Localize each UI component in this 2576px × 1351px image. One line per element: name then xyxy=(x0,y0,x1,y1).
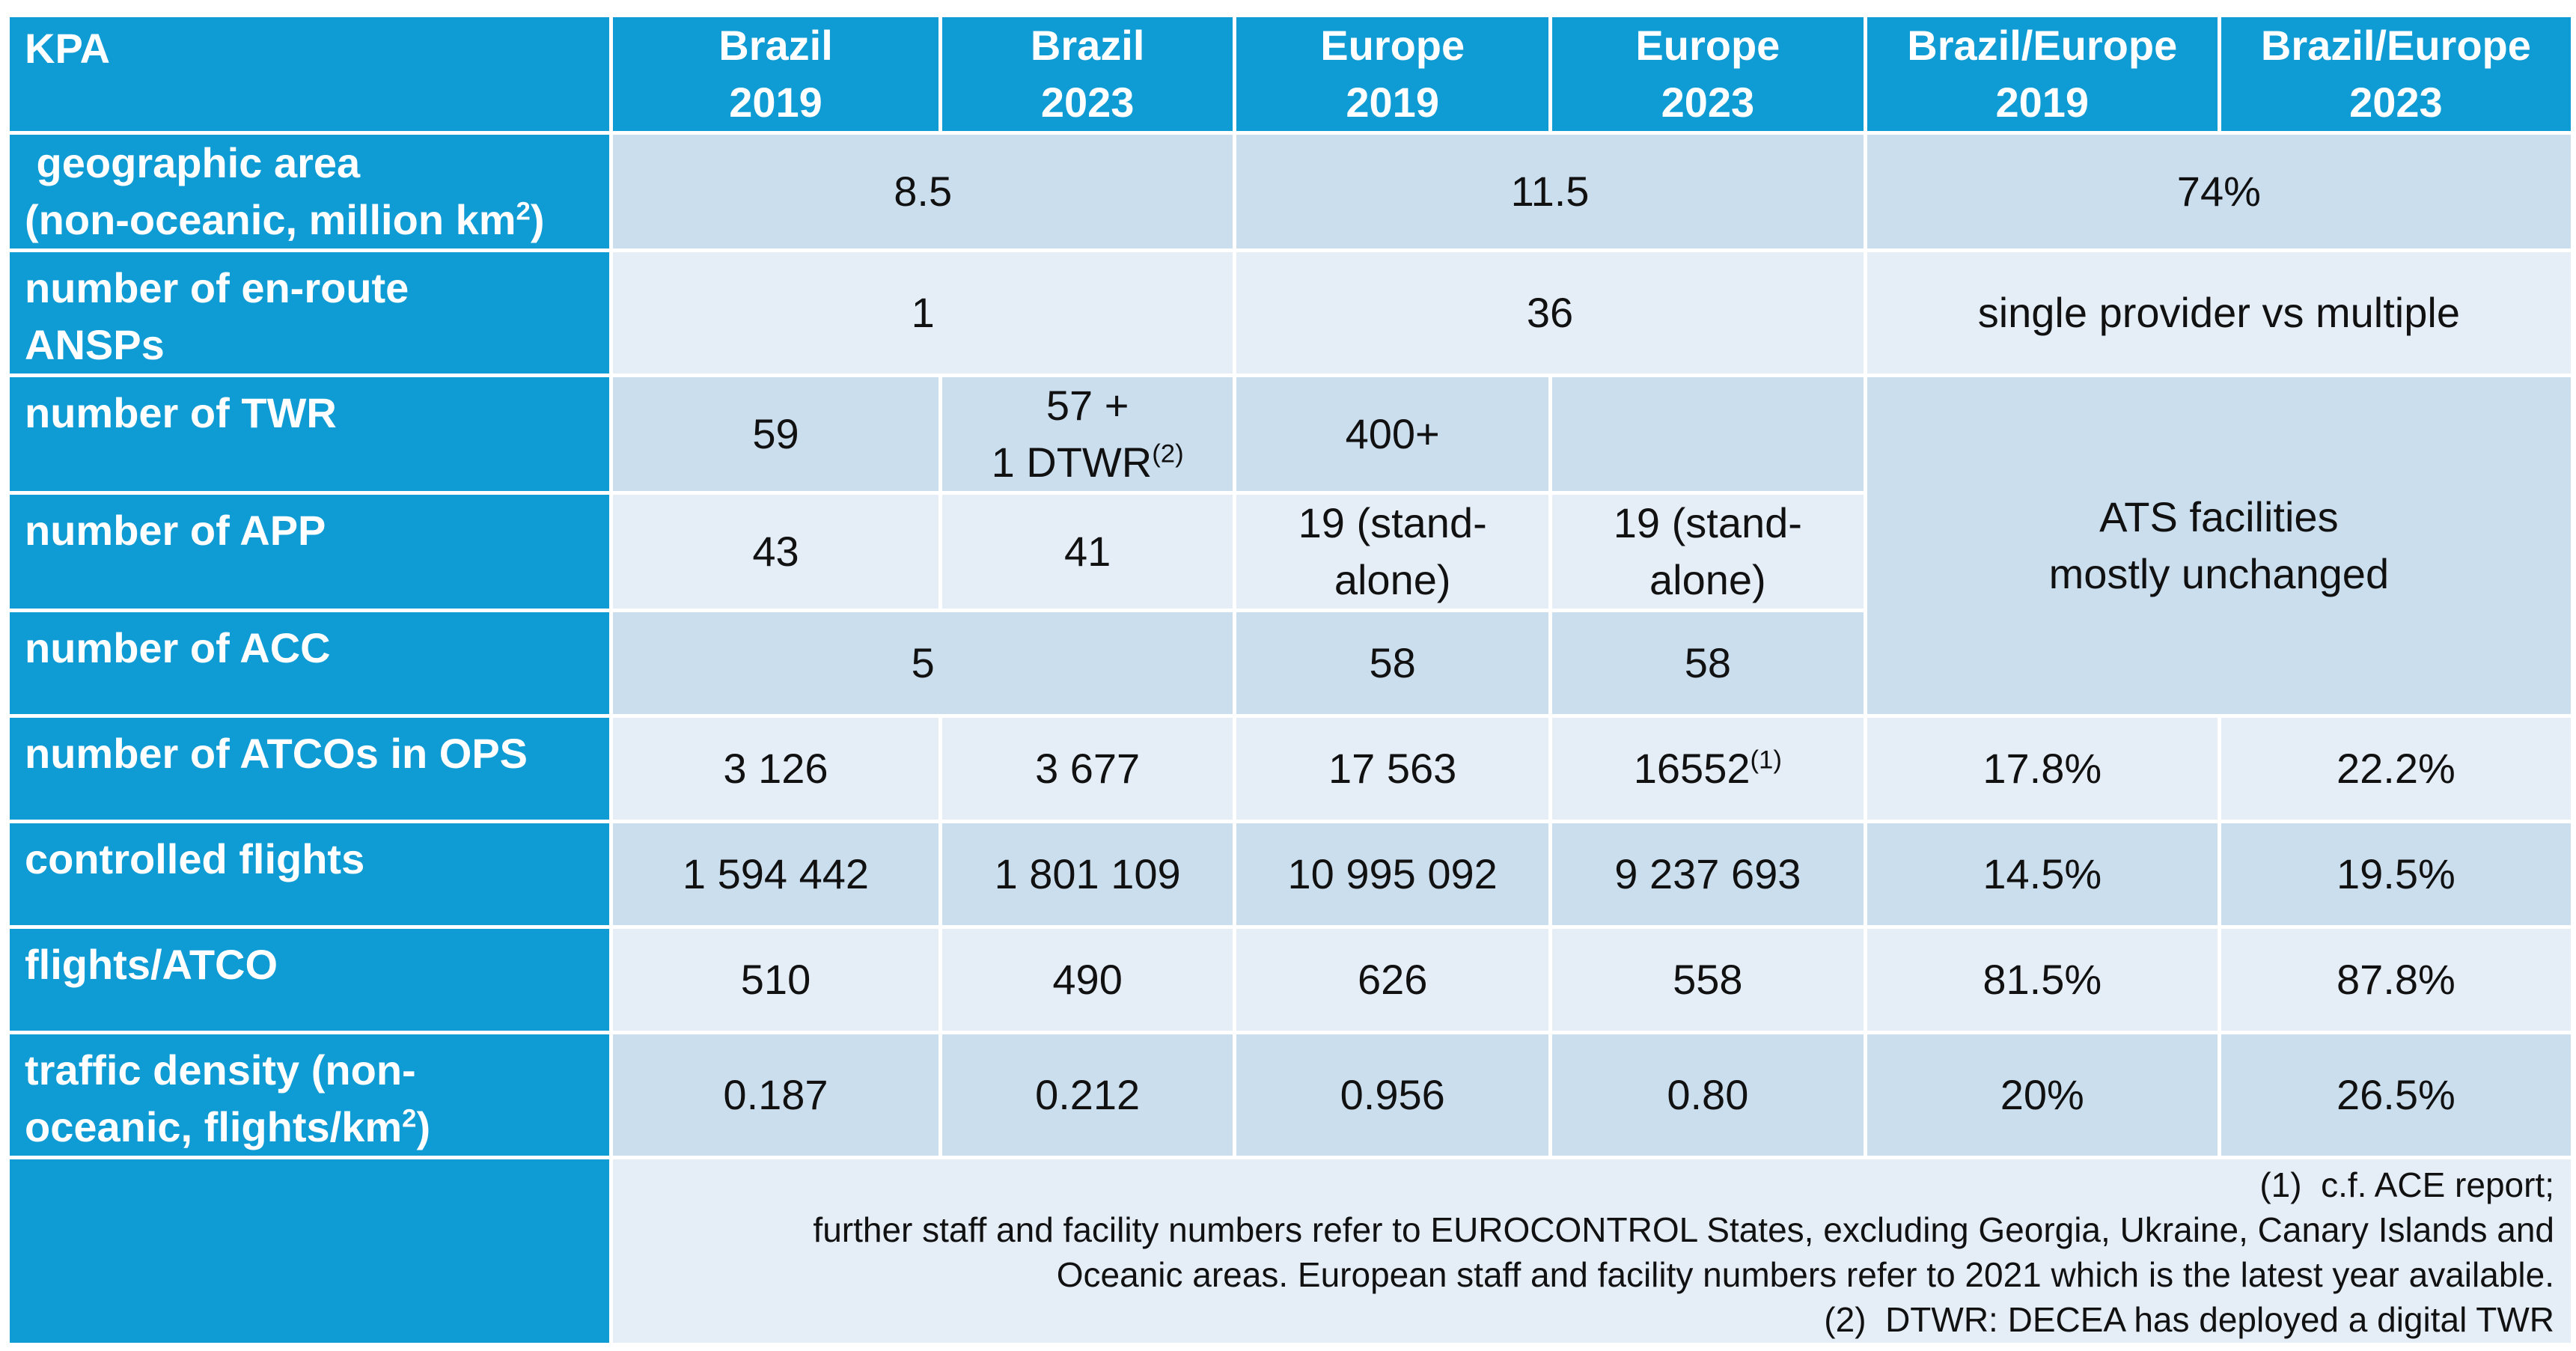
cell-geo-brazil: 8.5 xyxy=(613,135,1233,248)
cell-fpa-ratio-2019: 81.5% xyxy=(1867,929,2218,1031)
col-header-brazil-2019: Brazil 2019 xyxy=(613,17,938,131)
col-header-ratio-2023: Brazil/Europe 2023 xyxy=(2221,17,2571,131)
row-notes: (1) c.f. ACE report; further staff and f… xyxy=(10,1159,2571,1343)
cell-flights-europe-2023: 9 237 693 xyxy=(1552,823,1864,925)
col-header-europe-2023: Europe 2023 xyxy=(1552,17,1864,131)
cell-geo-ratio: 74% xyxy=(1867,135,2571,248)
cell-app-brazil-2023: 41 xyxy=(941,495,1233,609)
cell-fpa-brazil-2019: 510 xyxy=(613,929,938,1031)
row-label-controlled-flights: controlled flights xyxy=(10,823,610,925)
cell-flights-ratio-2019: 14.5% xyxy=(1867,823,2218,925)
cell-twr-brazil-2023: 57 + 1 DTWR(2) xyxy=(941,377,1233,491)
cell-density-ratio-2023: 26.5% xyxy=(2221,1034,2571,1156)
cell-app-brazil-2019: 43 xyxy=(613,495,938,609)
cell-acc-europe-2019: 58 xyxy=(1236,612,1549,714)
cell-acc-europe-2023: 58 xyxy=(1552,612,1864,714)
cell-twr-europe-2023 xyxy=(1552,377,1864,491)
cell-density-europe-2023: 0.80 xyxy=(1552,1034,1864,1156)
row-label-enroute-ansps: number of en-route ANSPs xyxy=(10,252,610,373)
row-controlled-flights: controlled flights 1 594 442 1 801 109 1… xyxy=(10,823,2571,925)
cell-atcos-ratio-2019: 17.8% xyxy=(1867,718,2218,820)
row-twr: number of TWR 59 57 + 1 DTWR(2) 400+ ATS… xyxy=(10,377,2571,714)
cell-acc-brazil: 5 xyxy=(613,612,1233,714)
footnote-scope: further staff and facility numbers refer… xyxy=(813,1210,2554,1249)
col-header-ratio-2019: Brazil/Europe 2019 xyxy=(1867,17,2218,131)
cell-fpa-europe-2023: 558 xyxy=(1552,929,1864,1031)
row-geographic-area: geographic area (non-oceanic, million km… xyxy=(10,135,2571,248)
row-acc: number of ACC 5 58 58 xyxy=(10,612,2571,714)
row-label-flights-per-atco: flights/ATCO xyxy=(10,929,610,1031)
cell-twr-europe-2019: 400+ xyxy=(1236,377,1549,491)
row-label-geographic-area: geographic area (non-oceanic, million km… xyxy=(10,135,610,248)
row-flights-per-atco: flights/ATCO 510 490 626 558 81.5% 87.8% xyxy=(10,929,2571,1031)
row-label-atcos: number of ATCOs in OPS xyxy=(10,718,610,820)
footnote-2: (2) DTWR: DECEA has deployed a digital T… xyxy=(1824,1300,2554,1339)
footnote-year: Oceanic areas. European staff and facili… xyxy=(1056,1255,2554,1294)
row-label-twr: number of TWR xyxy=(10,377,610,491)
cell-fpa-europe-2019: 626 xyxy=(1236,929,1549,1031)
row-traffic-density: traffic density (non- oceanic, flights/k… xyxy=(10,1034,2571,1156)
cell-app-europe-2023: 19 (stand- alone) xyxy=(1552,495,1864,609)
cell-app-europe-2019: 19 (stand- alone) xyxy=(1236,495,1549,609)
row-label-acc: number of ACC xyxy=(10,612,610,714)
cell-flights-brazil-2019: 1 594 442 xyxy=(613,823,938,925)
col-header-brazil-2023: Brazil 2023 xyxy=(941,17,1233,131)
kpa-comparison-table: KPA Brazil 2019 Brazil 2023 Europe 2019 Eur… xyxy=(6,13,2575,1347)
footnote-1: (1) c.f. ACE report; xyxy=(2259,1165,2554,1204)
cell-atcos-brazil-2023: 3 677 xyxy=(941,718,1233,820)
cell-flights-brazil-2023: 1 801 109 xyxy=(941,823,1233,925)
cell-atcos-europe-2023: 16552(1) xyxy=(1552,718,1864,820)
row-label-traffic-density: traffic density (non- oceanic, flights/k… xyxy=(10,1034,610,1156)
cell-flights-ratio-2023: 19.5% xyxy=(2221,823,2571,925)
cell-fpa-brazil-2023: 490 xyxy=(941,929,1233,1031)
cell-ansps-europe: 36 xyxy=(1236,252,1864,373)
row-label-app: number of APP xyxy=(10,495,610,609)
row-label-notes-empty xyxy=(10,1159,610,1343)
cell-twr-brazil-2019: 59 xyxy=(613,377,938,491)
cell-fpa-ratio-2023: 87.8% xyxy=(2221,929,2571,1031)
row-enroute-ansps: number of en-route ANSPs 1 36 single pro… xyxy=(10,252,2571,373)
cell-density-brazil-2023: 0.212 xyxy=(941,1034,1233,1156)
cell-ansps-brazil: 1 xyxy=(613,252,1233,373)
cell-density-ratio-2019: 20% xyxy=(1867,1034,2218,1156)
footnotes: (1) c.f. ACE report; further staff and f… xyxy=(613,1159,2571,1343)
cell-ats-facilities-ratio: ATS facilities mostly unchanged xyxy=(1867,377,2571,714)
header-row: KPA Brazil 2019 Brazil 2023 Europe 2019 Eur… xyxy=(10,17,2571,131)
cell-atcos-brazil-2019: 3 126 xyxy=(613,718,938,820)
cell-density-brazil-2019: 0.187 xyxy=(613,1034,938,1156)
row-atcos: number of ATCOs in OPS 3 126 3 677 17 56… xyxy=(10,718,2571,820)
kpa-header: KPA xyxy=(10,17,610,131)
cell-atcos-europe-2019: 17 563 xyxy=(1236,718,1549,820)
col-header-europe-2019: Europe 2019 xyxy=(1236,17,1549,131)
cell-flights-europe-2019: 10 995 092 xyxy=(1236,823,1549,925)
cell-ansps-ratio: single provider vs multiple xyxy=(1867,252,2571,373)
row-app: number of APP 43 41 19 (stand- alone) 19… xyxy=(10,495,2571,609)
cell-atcos-ratio-2023: 22.2% xyxy=(2221,718,2571,820)
cell-density-europe-2019: 0.956 xyxy=(1236,1034,1549,1156)
cell-geo-europe: 11.5 xyxy=(1236,135,1864,248)
